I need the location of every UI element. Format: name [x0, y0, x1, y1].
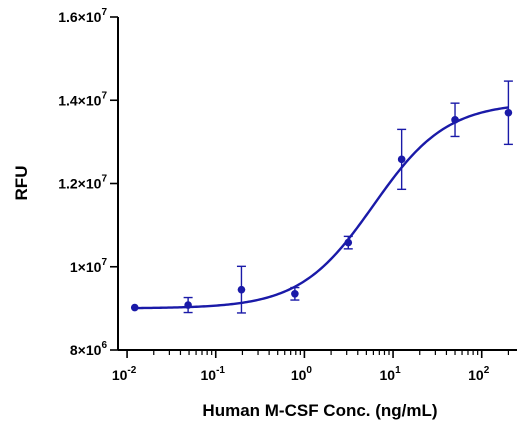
x-tick-base: 10 — [200, 367, 216, 383]
y-tick-mantissa: 1.6×10 — [58, 9, 101, 25]
x-tick-label-2: 100 — [291, 365, 313, 383]
x-axis: 10-2 10-1 100 101 102 — [112, 349, 517, 383]
y-tick-mantissa: 1×10 — [70, 259, 102, 275]
x-ticks: 10-2 10-1 100 101 102 — [112, 350, 510, 383]
data-point — [184, 301, 192, 309]
data-point — [451, 116, 459, 124]
x-tick-base: 10 — [291, 367, 307, 383]
x-tick-base: 10 — [468, 367, 484, 383]
x-tick-label-3: 101 — [379, 365, 401, 383]
y-tick-label-1: 1×107 — [70, 257, 108, 275]
y-tick-exponent: 7 — [101, 7, 107, 18]
x-tick-label-1: 10-1 — [200, 365, 225, 383]
y-tick-exponent: 7 — [101, 90, 107, 101]
data-point — [291, 290, 299, 298]
x-axis-title: Human M-CSF Conc. (ng/mL) — [202, 401, 437, 420]
x-tick-exponent: 1 — [395, 365, 401, 376]
y-tick-mantissa: 1.4×10 — [58, 92, 101, 108]
data-point — [344, 238, 353, 247]
y-axis-title: RFU — [12, 166, 31, 201]
y-tick-exponent: 7 — [101, 174, 107, 185]
data-point — [397, 155, 406, 164]
fit-curve — [134, 106, 509, 310]
x-tick-exponent: -1 — [216, 365, 225, 376]
y-tick-mantissa: 1.2×10 — [58, 176, 101, 192]
data-point — [504, 108, 513, 117]
x-tick-exponent: 2 — [484, 365, 490, 376]
data-point — [237, 285, 246, 294]
x-tick-base: 10 — [112, 367, 128, 383]
y-tick-label-3: 1.4×107 — [58, 90, 107, 108]
x-tick-exponent: 0 — [306, 365, 312, 376]
y-tick-exponent: 7 — [101, 257, 107, 268]
x-tick-exponent: -2 — [127, 365, 136, 376]
data-point — [130, 303, 139, 312]
y-tick-label-4: 1.6×107 — [58, 7, 107, 25]
data-points — [130, 80, 513, 314]
y-tick-mantissa: 8×10 — [70, 342, 102, 358]
y-tick-label-0: 8×106 — [70, 340, 108, 358]
x-tick-label-0: 10-2 — [112, 365, 137, 383]
y-tick-exponent: 6 — [101, 340, 107, 351]
x-tick-label-4: 102 — [468, 365, 490, 383]
y-tick-label-2: 1.2×107 — [58, 174, 107, 192]
x-tick-base: 10 — [379, 367, 395, 383]
